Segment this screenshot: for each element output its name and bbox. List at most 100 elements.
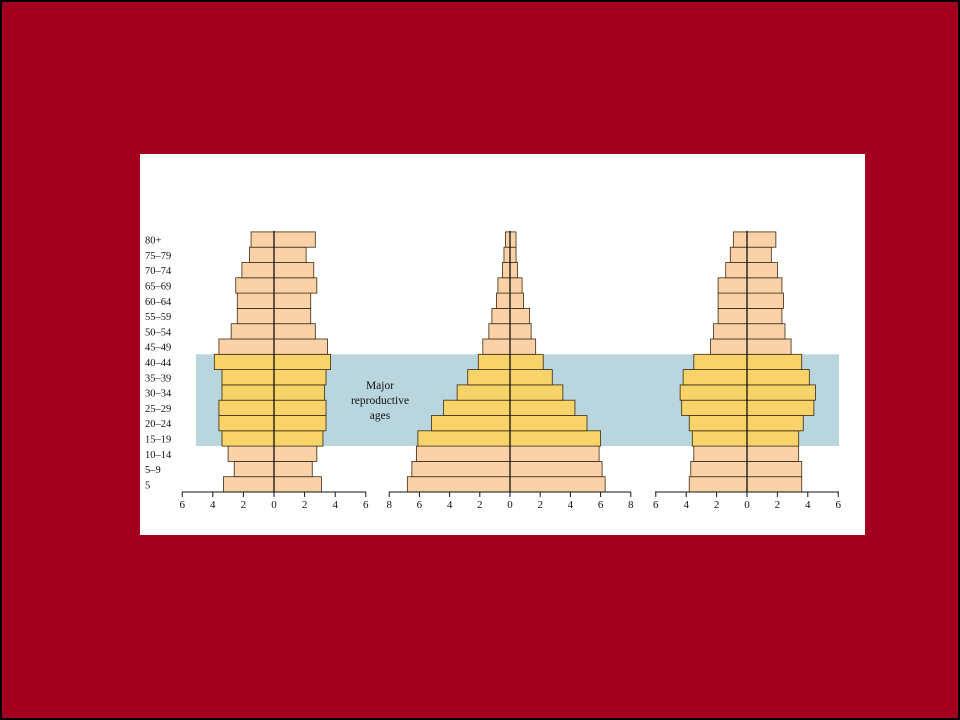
age-label-4: 20–24	[145, 419, 172, 430]
age-label-13: 65–69	[145, 281, 171, 292]
x-tick-label-pyramid-2-1: 6	[417, 499, 423, 511]
x-tick-label-pyramid-1-1: 4	[210, 499, 216, 511]
bar-pyramid-3-right-3	[746, 430, 800, 447]
bar-pyramid-1-left-9	[218, 338, 275, 355]
bar-pyramid-3-left-6	[679, 384, 748, 401]
axis-layer	[181, 230, 839, 497]
bar-pyramid-2-left-11	[491, 307, 511, 325]
bar-pyramid-3-right-14	[746, 262, 778, 279]
x-tick-label-pyramid-3-0: 6	[653, 499, 659, 511]
bar-pyramid-3-left-8	[693, 353, 748, 370]
bar-pyramid-2-right-1	[509, 460, 603, 478]
bar-pyramid-3-right-8	[746, 353, 803, 370]
x-tick-label-pyramid-3-4: 2	[775, 499, 781, 511]
bar-pyramid-3-right-11	[746, 307, 783, 325]
bar-pyramid-2-right-3	[509, 430, 601, 447]
bar-pyramid-2-left-15	[503, 246, 511, 263]
bar-pyramid-3-left-5	[681, 399, 748, 416]
x-tick-label-pyramid-3-2: 2	[714, 499, 720, 511]
bar-pyramid-3-left-16	[732, 231, 748, 248]
bar-pyramid-3-left-10	[713, 323, 748, 340]
x-tick-label-pyramid-2-8: 8	[628, 499, 634, 511]
bar-pyramid-2-right-8	[509, 353, 544, 370]
bar-pyramid-2-left-13	[497, 277, 511, 294]
bar-pyramid-2-left-5	[443, 399, 511, 416]
bar-pyramid-2-left-16	[505, 231, 511, 248]
x-tick-label-pyramid-1-2: 2	[241, 499, 247, 511]
bar-pyramid-1-right-10	[273, 323, 316, 340]
bar-pyramid-3-left-0	[688, 476, 748, 493]
bar-pyramid-2-right-10	[509, 323, 532, 340]
age-label-0: 5	[145, 480, 150, 491]
bar-pyramid-2-right-15	[509, 246, 517, 263]
bar-pyramid-2-right-12	[509, 292, 524, 309]
bar-layer	[213, 231, 816, 493]
bar-pyramid-2-left-9	[482, 338, 511, 355]
bar-pyramid-1-right-1	[273, 460, 313, 478]
bar-pyramid-2-left-1	[411, 460, 511, 478]
bar-pyramid-2-left-14	[502, 262, 511, 279]
age-label-15: 75–79	[145, 251, 171, 262]
bar-pyramid-1-right-7	[273, 369, 327, 386]
bar-pyramid-2-left-0	[406, 476, 511, 493]
bar-pyramid-1-right-0	[273, 476, 322, 493]
bar-pyramid-1-right-16	[273, 231, 316, 248]
bar-pyramid-3-right-5	[746, 399, 815, 416]
bar-pyramid-2-right-4	[509, 415, 588, 432]
bar-pyramid-3-left-12	[717, 292, 748, 309]
x-tick-label-pyramid-2-7: 6	[598, 499, 604, 511]
bar-pyramid-1-left-3	[221, 430, 275, 447]
bar-pyramid-3-right-0	[746, 476, 803, 493]
bar-pyramid-1-left-12	[236, 292, 275, 309]
x-tick-label-pyramid-2-6: 4	[568, 499, 574, 511]
age-label-9: 45–49	[145, 343, 171, 354]
bar-pyramid-1-right-12	[273, 292, 312, 309]
bar-pyramid-3-right-6	[746, 384, 816, 401]
x-tick-label-pyramid-1-3: 0	[271, 499, 277, 511]
bar-pyramid-1-left-4	[218, 415, 275, 432]
bar-pyramid-2-right-2	[509, 445, 600, 462]
bar-pyramid-1-right-14	[273, 262, 315, 279]
bar-pyramid-3-right-4	[746, 415, 804, 432]
annotation-line-2: reproductive	[351, 395, 409, 407]
bar-pyramid-1-left-16	[250, 231, 275, 248]
x-tick-label-pyramid-2-4: 0	[507, 499, 513, 511]
age-label-11: 55–59	[145, 312, 171, 323]
bar-pyramid-3-right-2	[746, 445, 800, 462]
bar-pyramid-1-right-6	[273, 384, 325, 401]
bar-pyramid-2-right-9	[509, 338, 537, 355]
bar-pyramid-1-left-15	[249, 246, 275, 263]
bar-pyramid-3-right-15	[746, 246, 772, 263]
bar-pyramid-1-left-1	[233, 460, 275, 478]
bar-pyramid-3-left-4	[688, 415, 748, 432]
x-tick-label-pyramid-3-6: 6	[835, 499, 841, 511]
bar-pyramid-2-left-8	[477, 353, 511, 370]
x-tick-label-pyramid-2-2: 4	[447, 499, 453, 511]
bar-pyramid-1-right-3	[273, 430, 324, 447]
bar-pyramid-2-right-13	[509, 277, 523, 294]
age-label-3: 15–19	[145, 434, 171, 445]
bar-pyramid-2-left-7	[467, 369, 511, 386]
bar-pyramid-3-right-9	[746, 338, 792, 355]
bar-pyramid-3-left-14	[725, 262, 748, 279]
bar-pyramid-1-right-9	[273, 338, 328, 355]
bar-pyramid-3-right-16	[746, 231, 777, 248]
bar-pyramid-3-left-9	[710, 338, 748, 355]
bar-pyramid-1-left-5	[218, 399, 275, 416]
bar-pyramid-1-left-2	[227, 445, 275, 462]
bar-pyramid-1-left-11	[236, 307, 275, 325]
bar-pyramid-1-right-4	[273, 415, 327, 432]
bar-pyramid-1-left-13	[235, 277, 275, 294]
bar-pyramid-3-left-11	[717, 307, 748, 325]
bar-pyramid-1-left-10	[230, 323, 275, 340]
bar-pyramid-3-right-12	[746, 292, 784, 309]
bar-pyramid-2-right-7	[509, 369, 553, 386]
x-tick-label-pyramid-2-5: 2	[537, 499, 543, 511]
bar-pyramid-1-right-15	[273, 246, 307, 263]
bar-pyramid-3-right-13	[746, 277, 783, 294]
bar-pyramid-1-left-0	[223, 476, 275, 493]
age-label-2: 10–14	[145, 450, 172, 461]
age-label-1: 5–9	[145, 465, 161, 476]
x-tick-label-pyramid-2-3: 2	[477, 499, 483, 511]
